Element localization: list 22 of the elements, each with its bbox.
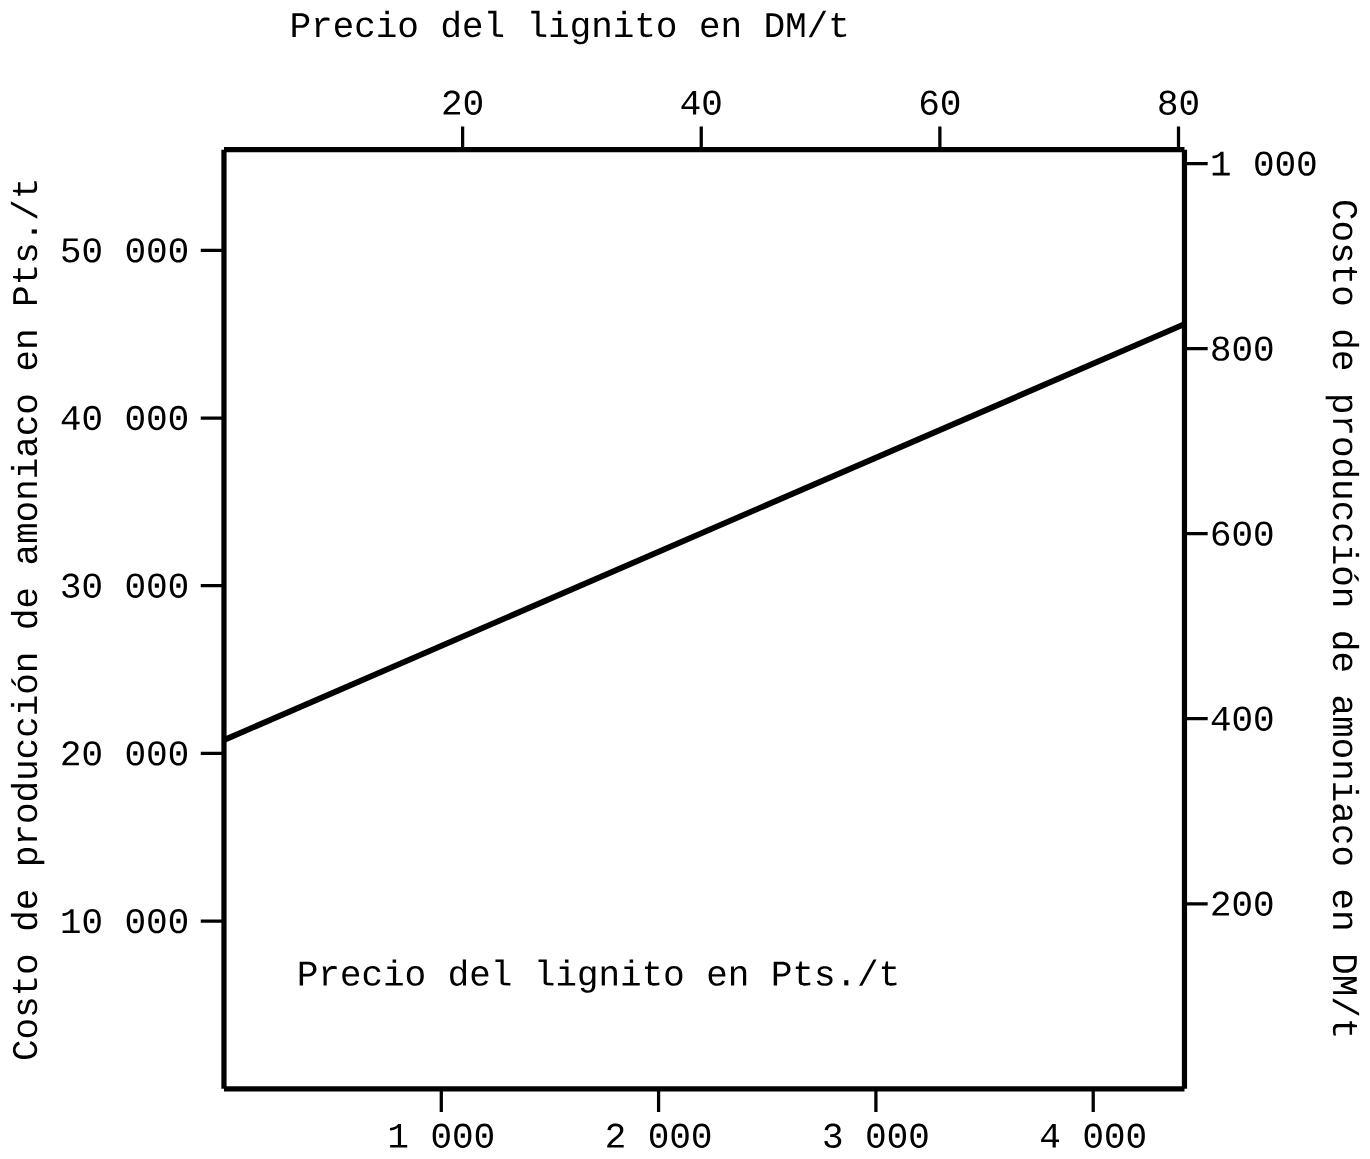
x2-tick-label: 40: [681, 90, 721, 116]
y-axis-title: Costo de producción de amoniaco en Pts./t: [10, 181, 45, 1060]
y2-tick-label: 600: [1212, 521, 1273, 546]
y2-axis-title: Costo de producción de amoniaco en DM/t: [1325, 201, 1360, 1036]
y-tick-label: 20 000: [62, 741, 187, 766]
x-tick-label: 4 000: [1041, 1123, 1145, 1149]
y-tick-label: 50 000: [62, 238, 187, 263]
y2-tick-label: 1 000: [1212, 151, 1316, 176]
x2-tick-label: 20: [443, 90, 482, 116]
x2-tick-label: 60: [920, 90, 960, 116]
y-tick-label: 40 000: [61, 405, 187, 431]
y-tick-label: 10 000: [62, 909, 187, 934]
x-tick-label: 3 000: [824, 1123, 928, 1149]
y2-tick-label: 400: [1211, 706, 1273, 731]
x2-axis-title: Precio del lignito en DM/t: [292, 10, 847, 45]
y-tick-label: 30 000: [62, 573, 187, 598]
x-axis-title: Precio del lignito en Pts./t: [299, 959, 897, 993]
x-tick-label: 1 000: [390, 1123, 493, 1149]
x-tick-label: 2 000: [607, 1123, 711, 1149]
y2-tick-label: 200: [1212, 891, 1273, 917]
y2-tick-label: 800: [1212, 336, 1273, 361]
x2-tick-label: 80: [1159, 90, 1198, 116]
